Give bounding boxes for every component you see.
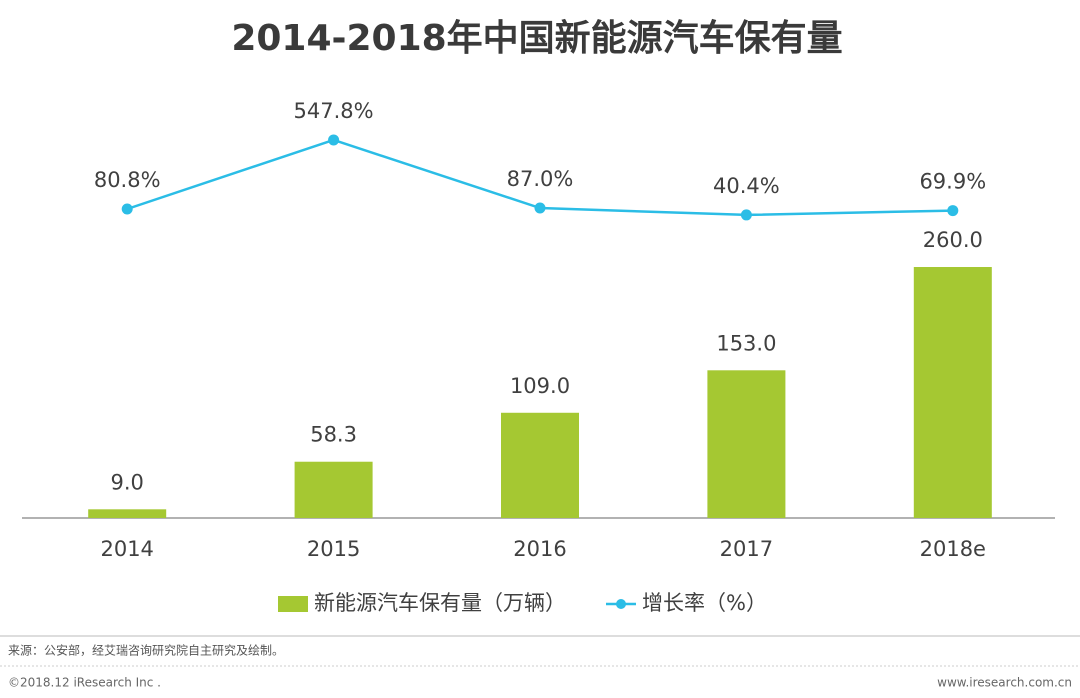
website: www.iresearch.com.cn	[937, 676, 1072, 690]
data-label: 153.0	[716, 331, 776, 355]
data-label: 9.0	[110, 470, 143, 494]
point	[534, 202, 546, 214]
bar	[913, 267, 992, 518]
x-tick-label: 2018e	[920, 537, 986, 561]
data-label: 58.3	[310, 423, 357, 447]
point	[328, 134, 340, 146]
x-tick-label: 2016	[513, 537, 566, 561]
x-tick-label: 2014	[100, 537, 153, 561]
data-label: 80.8%	[94, 168, 161, 192]
x-tick-label: 2017	[720, 537, 773, 561]
copyright: ©2018.12 iResearch Inc .	[8, 676, 161, 690]
data-label: 40.4%	[713, 174, 780, 198]
legend-label: 新能源汽车保有量（万辆）	[314, 591, 566, 615]
data-label: 87.0%	[507, 167, 574, 191]
legend-label: 增长率（%）	[642, 591, 767, 615]
data-label: 547.8%	[294, 99, 374, 123]
bar	[294, 461, 373, 518]
bar	[88, 509, 167, 518]
data-label: 69.9%	[919, 170, 986, 194]
data-label: 260.0	[923, 228, 983, 252]
data-label: 109.0	[510, 374, 570, 398]
point	[121, 203, 133, 215]
point	[740, 209, 752, 221]
chart-title: 2014-2018年中国新能源汽车保有量	[231, 18, 842, 59]
point	[947, 205, 959, 217]
legend-swatch	[616, 599, 626, 609]
bar	[501, 412, 579, 518]
legend-swatch	[278, 596, 308, 612]
bar	[707, 370, 786, 518]
x-tick-label: 2015	[307, 537, 360, 561]
source-note: 来源：公安部，经艾瑞咨询研究院自主研究及绘制。	[8, 643, 284, 658]
